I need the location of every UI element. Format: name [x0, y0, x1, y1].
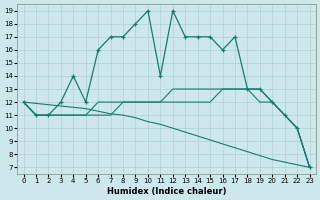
X-axis label: Humidex (Indice chaleur): Humidex (Indice chaleur) [107, 187, 226, 196]
